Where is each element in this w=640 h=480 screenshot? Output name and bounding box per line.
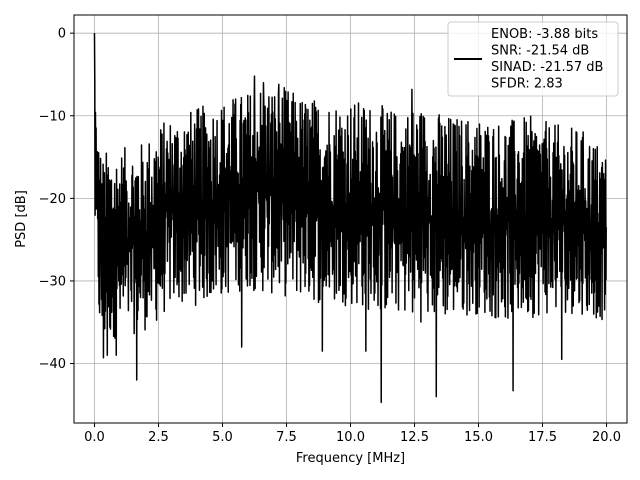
legend: ENOB: -3.88 bits SNR: -21.54 dB SINAD: -… [447, 21, 619, 97]
y-tick-label: 0 [58, 27, 66, 42]
x-axis-label: Frequency [MHz] [296, 451, 405, 466]
y-axis-label: PSD [dB] [14, 190, 29, 248]
x-tick-label: 2.5 [148, 430, 169, 445]
x-tick-label: 0.0 [84, 430, 105, 445]
legend-box [447, 21, 619, 97]
y-axis: 0 −10 −20 −30 −40 [39, 27, 74, 372]
x-tick-label: 10.0 [336, 430, 365, 445]
legend-snr: SNR: -21.54 dB [491, 44, 589, 59]
legend-sfdr: SFDR: 2.83 [491, 77, 563, 92]
x-tick-label: 12.5 [400, 430, 429, 445]
x-tick-label: 5.0 [212, 430, 233, 445]
x-axis: 0.0 2.5 5.0 7.5 10.0 12.5 15.0 17.5 20.0 [84, 423, 621, 445]
series-layer [93, 33, 608, 404]
legend-sinad: SINAD: -21.57 dB [491, 60, 603, 75]
x-tick-label: 17.5 [528, 430, 557, 445]
y-tick-label: −10 [39, 109, 66, 124]
y-tick-label: −40 [39, 357, 66, 372]
y-tick-label: −20 [39, 192, 66, 207]
x-tick-label: 20.0 [592, 430, 621, 445]
y-tick-label: −30 [39, 274, 66, 289]
psd-series-line [93, 33, 608, 404]
x-tick-label: 15.0 [464, 430, 493, 445]
legend-enob: ENOB: -3.88 bits [491, 27, 598, 42]
x-tick-label: 7.5 [276, 430, 297, 445]
